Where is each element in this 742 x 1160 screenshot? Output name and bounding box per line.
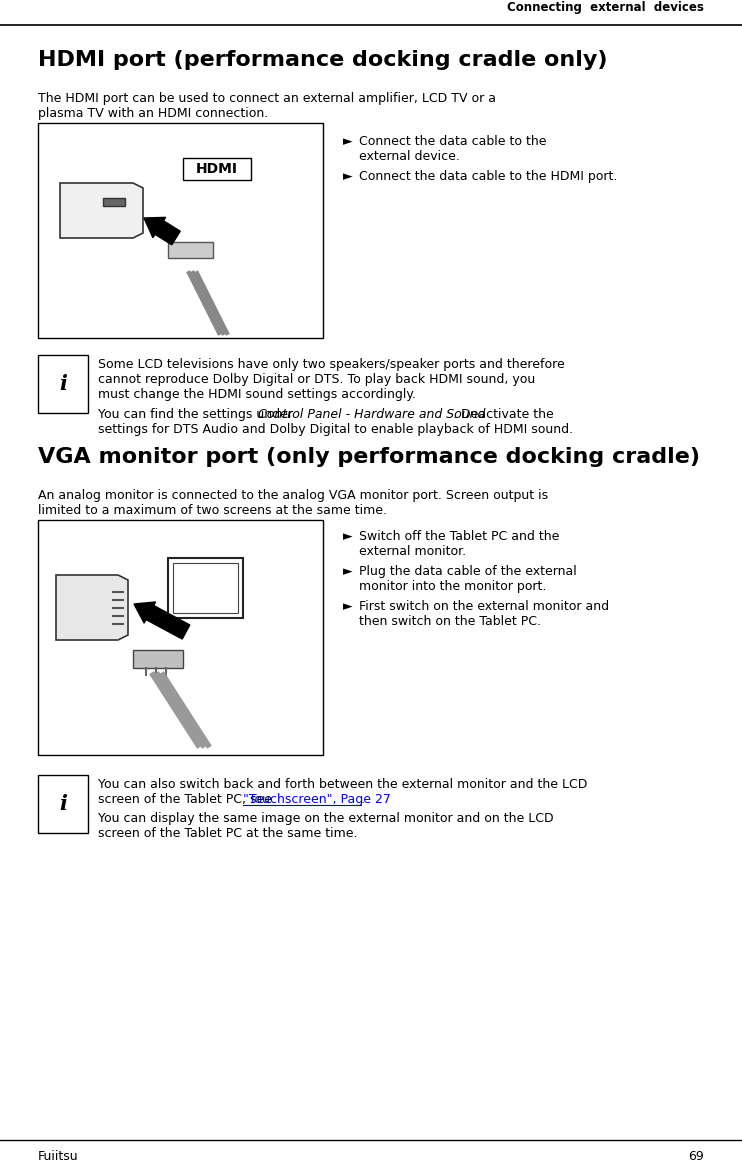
Text: i: i bbox=[59, 793, 67, 814]
Text: screen of the Tablet PC, see: screen of the Tablet PC, see bbox=[98, 793, 276, 806]
Text: external device.: external device. bbox=[359, 150, 460, 164]
Bar bbox=[38, 123, 323, 338]
Text: Control Panel - Hardware and Sound: Control Panel - Hardware and Sound bbox=[258, 408, 485, 421]
Text: ►: ► bbox=[343, 565, 352, 578]
Bar bbox=[38, 355, 88, 413]
Text: plasma TV with an HDMI connection.: plasma TV with an HDMI connection. bbox=[38, 107, 269, 119]
Text: Connecting  external  devices: Connecting external devices bbox=[507, 1, 704, 14]
Bar bbox=[38, 775, 88, 833]
Text: monitor into the monitor port.: monitor into the monitor port. bbox=[359, 580, 546, 593]
Text: HDMI: HDMI bbox=[196, 162, 238, 176]
Bar bbox=[173, 563, 238, 612]
Text: An analog monitor is connected to the analog VGA monitor port. Screen output is: An analog monitor is connected to the an… bbox=[38, 490, 548, 502]
FancyArrow shape bbox=[144, 217, 180, 245]
Text: Connect the data cable to the: Connect the data cable to the bbox=[359, 135, 547, 148]
Text: Plug the data cable of the external: Plug the data cable of the external bbox=[359, 565, 577, 578]
Text: then switch on the Tablet PC.: then switch on the Tablet PC. bbox=[359, 615, 541, 628]
Bar bbox=[38, 520, 323, 755]
Text: VGA monitor port (only performance docking cradle): VGA monitor port (only performance docki… bbox=[38, 447, 700, 467]
Polygon shape bbox=[56, 575, 128, 640]
Text: Connect the data cable to the HDMI port.: Connect the data cable to the HDMI port. bbox=[359, 171, 617, 183]
Text: . Deactivate the: . Deactivate the bbox=[453, 408, 554, 421]
Text: screen of the Tablet PC at the same time.: screen of the Tablet PC at the same time… bbox=[98, 827, 358, 840]
Text: settings for DTS Audio and Dolby Digital to enable playback of HDMI sound.: settings for DTS Audio and Dolby Digital… bbox=[98, 423, 573, 436]
Text: .: . bbox=[361, 793, 365, 806]
FancyArrow shape bbox=[134, 602, 190, 639]
Text: You can display the same image on the external monitor and on the LCD: You can display the same image on the ex… bbox=[98, 812, 554, 825]
Text: 69: 69 bbox=[689, 1150, 704, 1160]
Text: cannot reproduce Dolby Digital or DTS. To play back HDMI sound, you: cannot reproduce Dolby Digital or DTS. T… bbox=[98, 374, 535, 386]
Text: limited to a maximum of two screens at the same time.: limited to a maximum of two screens at t… bbox=[38, 503, 387, 517]
Text: must change the HDMI sound settings accordingly.: must change the HDMI sound settings acco… bbox=[98, 387, 416, 401]
Text: ►: ► bbox=[343, 135, 352, 148]
Text: The HDMI port can be used to connect an external amplifier, LCD TV or a: The HDMI port can be used to connect an … bbox=[38, 92, 496, 106]
Text: HDMI port (performance docking cradle only): HDMI port (performance docking cradle on… bbox=[38, 50, 608, 70]
Text: Some LCD televisions have only two speakers/speaker ports and therefore: Some LCD televisions have only two speak… bbox=[98, 358, 565, 371]
Text: ►: ► bbox=[343, 171, 352, 183]
Text: You can also switch back and forth between the external monitor and the LCD: You can also switch back and forth betwe… bbox=[98, 778, 588, 791]
Text: Switch off the Tablet PC and the: Switch off the Tablet PC and the bbox=[359, 530, 559, 543]
Text: ►: ► bbox=[343, 530, 352, 543]
Text: ►: ► bbox=[343, 600, 352, 612]
Bar bbox=[168, 558, 243, 618]
Bar bbox=[168, 242, 213, 258]
Text: First switch on the external monitor and: First switch on the external monitor and bbox=[359, 600, 609, 612]
Text: You can find the settings under: You can find the settings under bbox=[98, 408, 297, 421]
Bar bbox=[183, 158, 251, 180]
Polygon shape bbox=[133, 650, 183, 668]
Text: external monitor.: external monitor. bbox=[359, 545, 466, 558]
Text: Fujitsu: Fujitsu bbox=[38, 1150, 79, 1160]
Bar bbox=[103, 198, 125, 206]
Polygon shape bbox=[60, 183, 143, 238]
Text: i: i bbox=[59, 374, 67, 394]
Text: "Touchscreen", Page 27: "Touchscreen", Page 27 bbox=[243, 793, 391, 806]
